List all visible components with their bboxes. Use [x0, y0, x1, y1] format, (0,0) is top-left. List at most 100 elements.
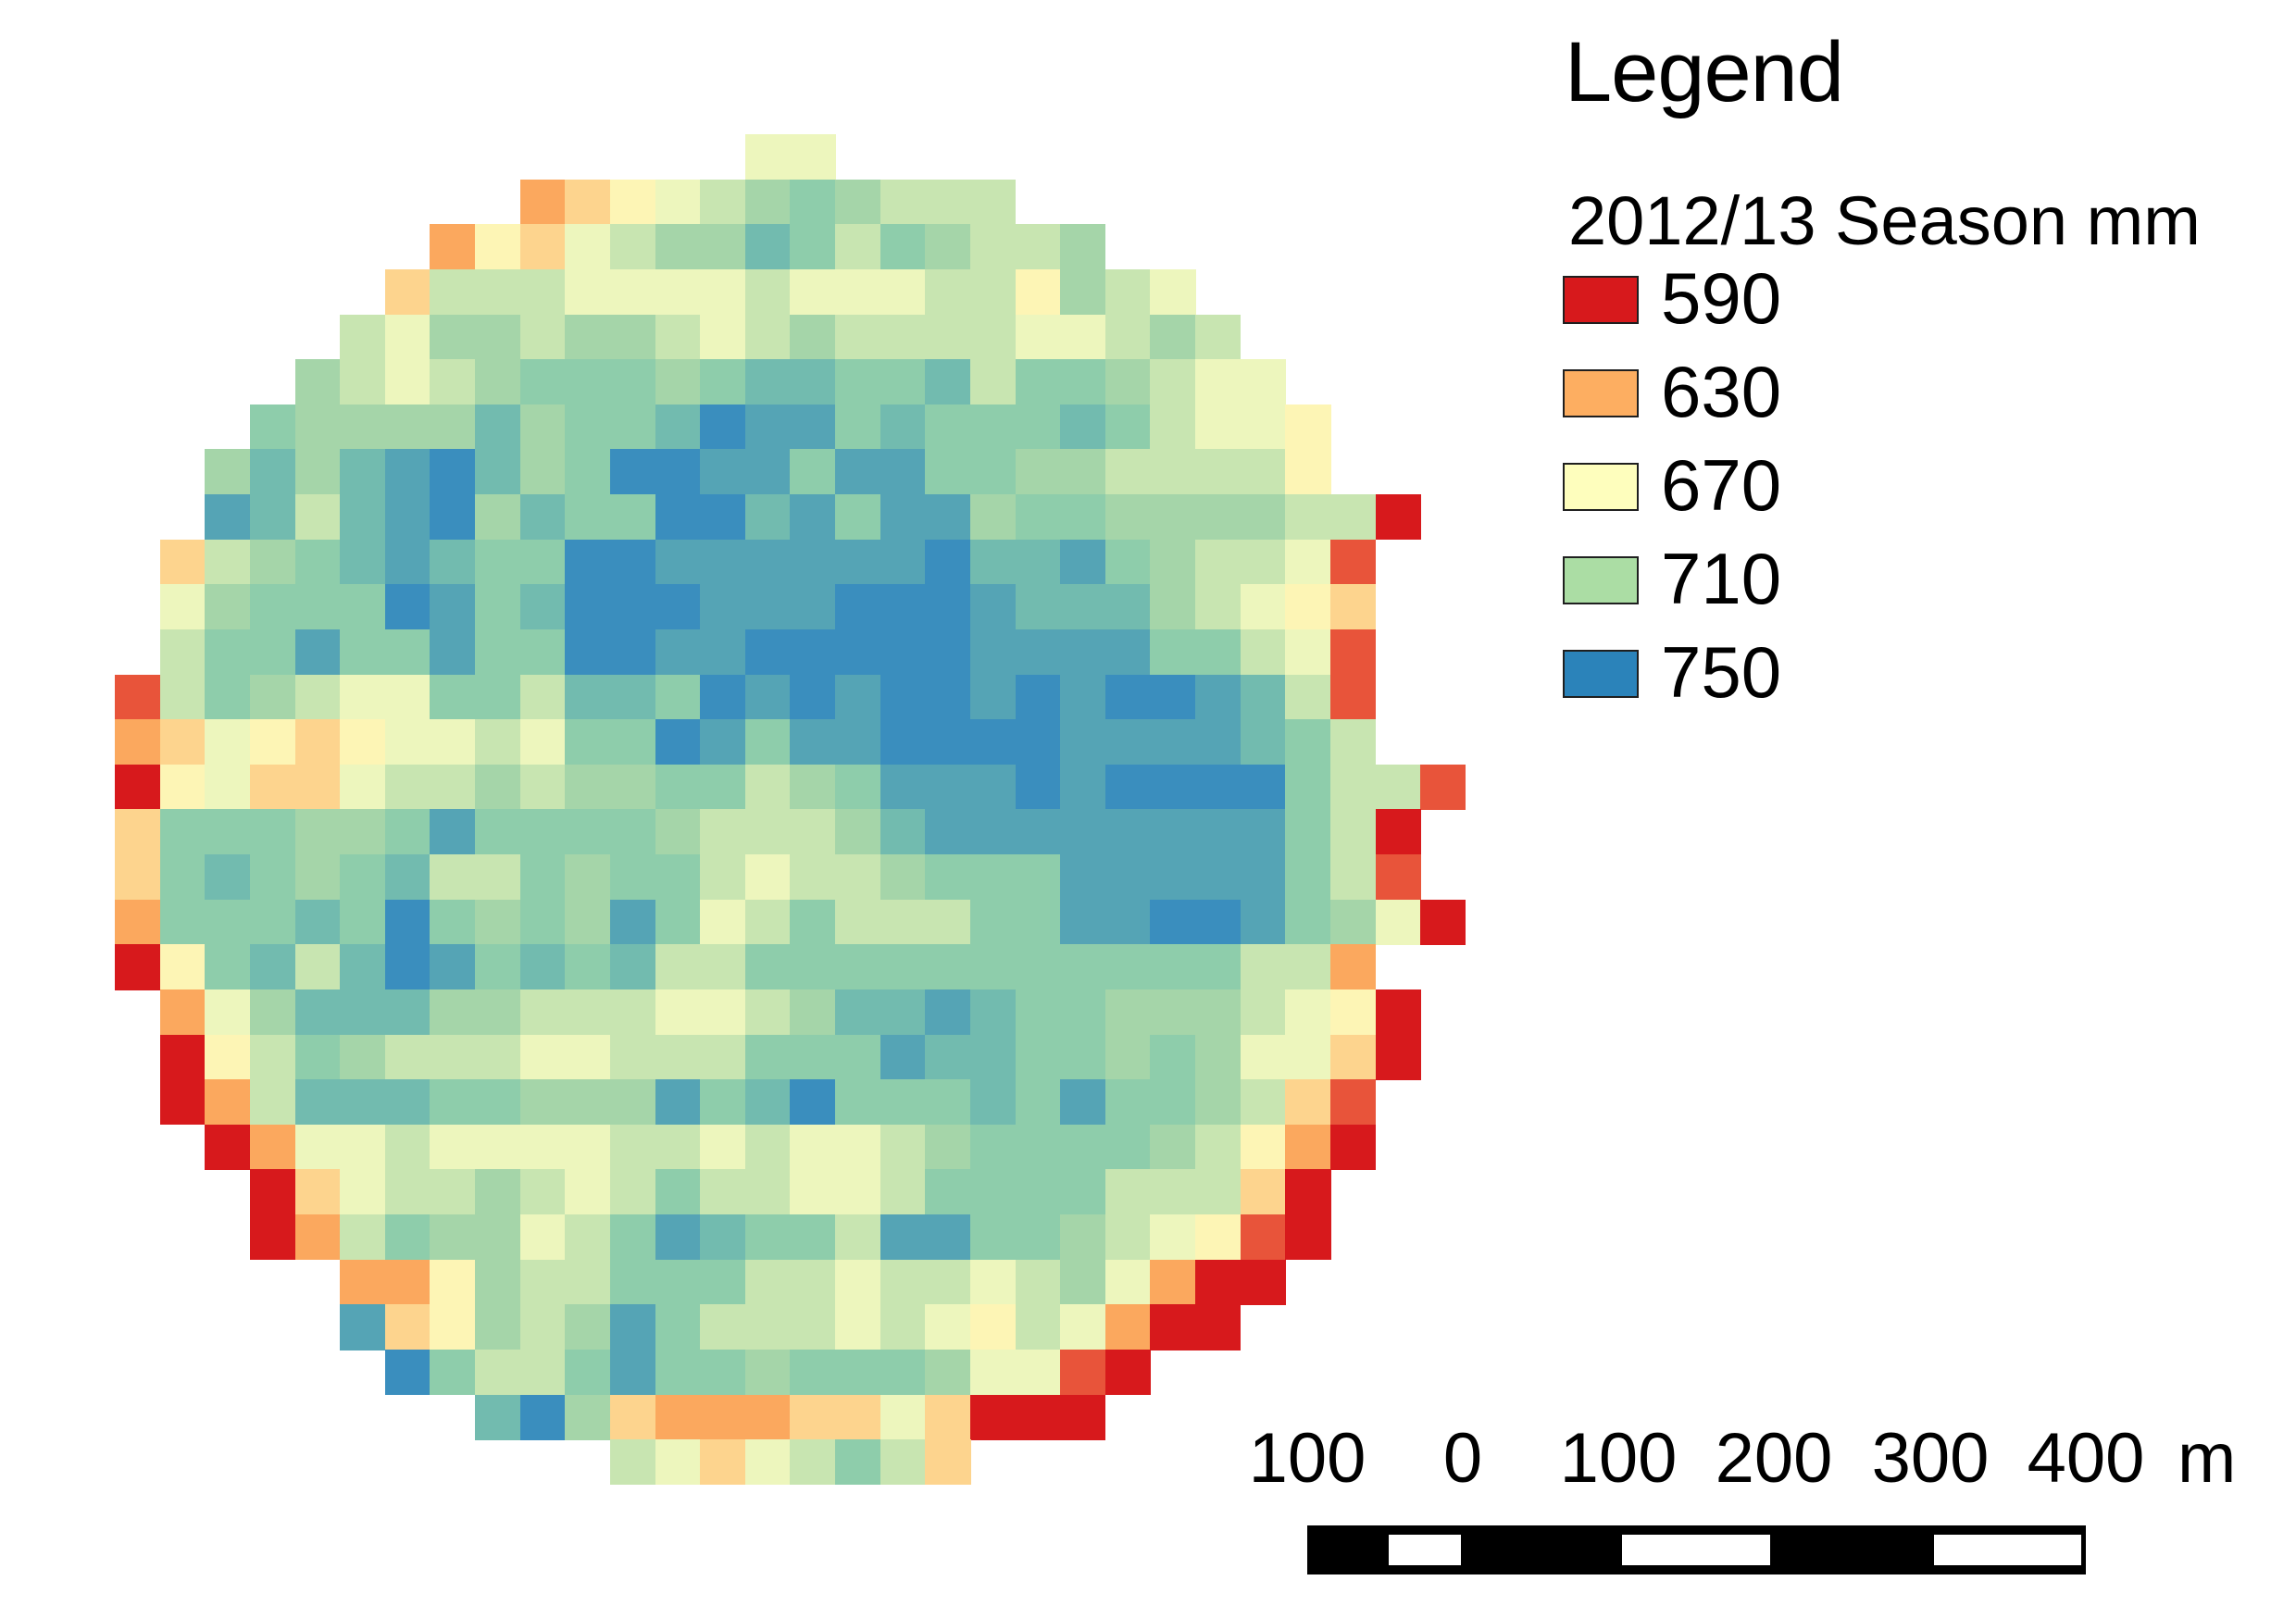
- map-cell: [565, 1259, 611, 1305]
- map-cell: [205, 629, 251, 676]
- map-cell: [1285, 449, 1331, 495]
- map-cell: [744, 1079, 791, 1126]
- scale-bar-tick-label: 100: [1559, 1419, 1678, 1498]
- map-cell: [1285, 764, 1331, 810]
- map-cell: [969, 179, 1017, 225]
- map-cell: [384, 854, 430, 901]
- map-cell: [1150, 1304, 1196, 1350]
- map-cell: [609, 179, 656, 225]
- legend-swatch: [1563, 369, 1639, 417]
- map-cell: [565, 539, 611, 585]
- map-cell: [249, 899, 296, 945]
- map-cell: [925, 989, 971, 1036]
- map-cell: [609, 1304, 656, 1350]
- map-cell: [159, 1079, 206, 1126]
- map-cell: [969, 584, 1017, 630]
- map-cell: [744, 674, 791, 720]
- map-cell: [1195, 584, 1242, 630]
- map-cell: [1104, 584, 1152, 630]
- map-cell: [1104, 1259, 1152, 1305]
- map-cell: [1060, 764, 1106, 810]
- map-cell: [249, 854, 296, 901]
- map-cell: [1420, 899, 1466, 945]
- map-cell: [835, 1439, 881, 1486]
- map-cell: [1285, 674, 1331, 720]
- map-cell: [790, 494, 836, 541]
- map-cell: [925, 899, 971, 945]
- map-cell: [925, 494, 971, 541]
- map-cell: [1375, 764, 1421, 810]
- map-cell: [609, 629, 656, 676]
- map-cell: [294, 539, 341, 585]
- map-cell: [1015, 674, 1061, 720]
- map-cell: [565, 1350, 611, 1396]
- scale-bar-white-segment: [1934, 1535, 2081, 1565]
- map-cell: [969, 1079, 1017, 1126]
- map-cell: [880, 1304, 926, 1350]
- map-cell: [969, 314, 1017, 360]
- map-cell: [835, 449, 881, 495]
- legend-swatch: [1563, 556, 1639, 604]
- map-cell: [700, 179, 746, 225]
- map-cell: [1104, 629, 1152, 676]
- map-cell: [1150, 899, 1196, 945]
- map-cell: [475, 1214, 521, 1261]
- map-cell: [1060, 1394, 1106, 1440]
- map-cell: [700, 854, 746, 901]
- map-cell: [1285, 989, 1331, 1036]
- map-cell: [1104, 944, 1152, 990]
- map-cell: [1104, 899, 1152, 945]
- map-cell: [880, 629, 926, 676]
- map-cell: [475, 1124, 521, 1171]
- map-cell: [744, 179, 791, 225]
- map-cell: [1240, 449, 1286, 495]
- map-cell: [1285, 719, 1331, 765]
- map-cell: [835, 899, 881, 945]
- map-cell: [655, 1079, 701, 1126]
- map-cell: [475, 989, 521, 1036]
- map-cell: [925, 1259, 971, 1305]
- legend-subtitle: 2012/13 Season mm: [1568, 182, 2201, 259]
- map-cell: [430, 1304, 476, 1350]
- map-cell: [249, 494, 296, 541]
- map-cell: [1015, 268, 1061, 316]
- map-cell: [294, 1034, 341, 1080]
- legend-label: 590: [1661, 257, 1782, 339]
- map-cell: [384, 989, 430, 1036]
- map-cell: [1104, 989, 1152, 1036]
- map-cell: [744, 539, 791, 585]
- map-cell: [159, 989, 206, 1036]
- map-cell: [880, 314, 926, 360]
- map-cell: [925, 1304, 971, 1350]
- map-cell: [655, 1034, 701, 1080]
- map-cell: [925, 944, 971, 990]
- map-cell: [159, 584, 206, 630]
- map-cell: [1195, 629, 1242, 676]
- map-cell: [475, 584, 521, 630]
- map-cell: [1330, 629, 1377, 676]
- map-cell: [340, 719, 386, 765]
- map-cell: [835, 314, 881, 360]
- map-cell: [880, 719, 926, 765]
- map-cell: [1195, 1214, 1242, 1261]
- map-cell: [249, 449, 296, 495]
- map-cell: [1330, 674, 1377, 720]
- map-cell: [969, 1124, 1017, 1171]
- map-cell: [835, 404, 881, 450]
- map-cell: [1015, 719, 1061, 765]
- scale-bar-tick-label: 0: [1442, 1419, 1483, 1498]
- map-cell: [655, 179, 701, 225]
- legend-item: 630: [1563, 355, 1781, 428]
- map-cell: [790, 809, 836, 855]
- map-cell: [519, 989, 566, 1036]
- map-cell: [565, 629, 611, 676]
- map-cell: [969, 1304, 1017, 1350]
- map-cell: [880, 1034, 926, 1080]
- map-cell: [744, 629, 791, 676]
- map-cell: [430, 1259, 476, 1305]
- map-cell: [655, 1439, 701, 1486]
- map-cell: [475, 944, 521, 990]
- map-cell: [744, 854, 791, 901]
- map-cell: [1015, 359, 1061, 405]
- map-cell: [1330, 764, 1377, 810]
